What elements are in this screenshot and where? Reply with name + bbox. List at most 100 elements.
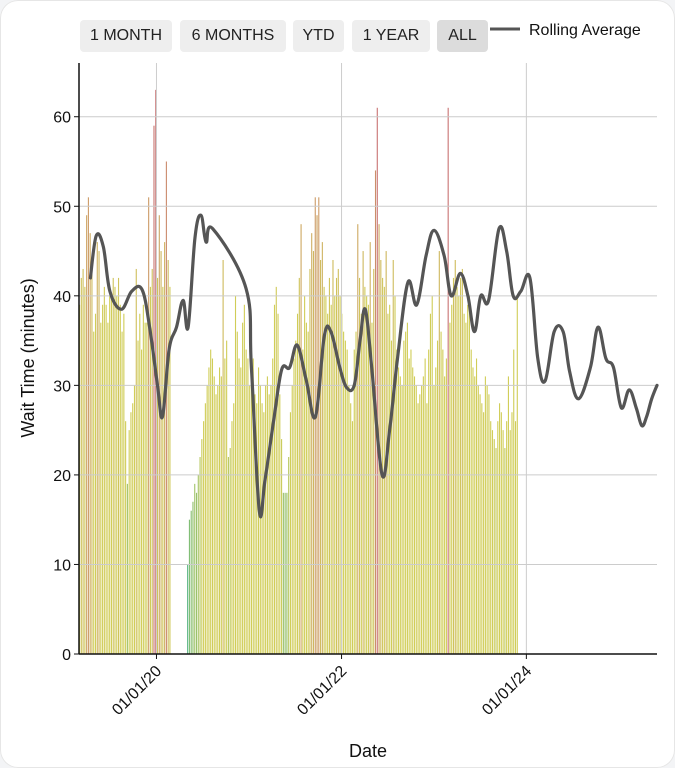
wait-time-bar[interactable] xyxy=(112,277,114,654)
wait-time-bar[interactable] xyxy=(107,322,109,654)
wait-time-bar[interactable] xyxy=(332,260,334,654)
wait-time-bar[interactable] xyxy=(398,367,400,654)
wait-time-bar[interactable] xyxy=(433,385,435,654)
legend[interactable]: Rolling Average xyxy=(490,22,641,39)
wait-time-bar[interactable] xyxy=(149,286,151,654)
wait-time-bar[interactable] xyxy=(128,430,130,654)
wait-time-bar[interactable] xyxy=(125,421,127,654)
wait-time-bar[interactable] xyxy=(328,277,330,654)
wait-time-bar[interactable] xyxy=(130,412,132,654)
wait-time-bar[interactable] xyxy=(86,215,88,655)
wait-time-bar[interactable] xyxy=(148,197,150,654)
wait-time-bar[interactable] xyxy=(121,331,123,654)
wait-time-bar[interactable] xyxy=(309,268,311,654)
wait-time-bar[interactable] xyxy=(428,349,430,654)
wait-time-bar[interactable] xyxy=(479,394,481,654)
wait-time-bar[interactable] xyxy=(293,358,295,655)
wait-time-bar[interactable] xyxy=(488,394,490,654)
wait-time-bar[interactable] xyxy=(417,403,419,654)
wait-time-bar[interactable] xyxy=(80,277,82,654)
wait-time-bar[interactable] xyxy=(187,564,189,654)
wait-time-bar[interactable] xyxy=(475,358,478,655)
wait-time-bar[interactable] xyxy=(117,277,120,654)
wait-time-bar[interactable] xyxy=(316,215,318,655)
wait-time-bar[interactable] xyxy=(373,268,375,654)
wait-time-bar[interactable] xyxy=(229,448,231,654)
wait-time-bar[interactable] xyxy=(268,394,270,654)
wait-time-bar[interactable] xyxy=(263,412,265,654)
wait-time-bar[interactable] xyxy=(240,367,242,654)
wait-time-bar[interactable] xyxy=(344,340,346,654)
wait-time-bar[interactable] xyxy=(277,313,279,654)
wait-time-bar[interactable] xyxy=(211,358,214,655)
wait-time-bar[interactable] xyxy=(96,242,98,654)
wait-time-bar[interactable] xyxy=(227,457,229,654)
wait-time-bar[interactable] xyxy=(226,340,228,654)
wait-time-bar[interactable] xyxy=(203,421,205,654)
wait-time-bar[interactable] xyxy=(302,349,304,654)
wait-time-bar[interactable] xyxy=(438,251,440,655)
wait-time-bar[interactable] xyxy=(364,286,366,654)
wait-time-bar[interactable] xyxy=(242,322,244,654)
wait-time-bar[interactable] xyxy=(442,349,444,654)
wait-time-bar[interactable] xyxy=(410,349,412,654)
wait-time-bar[interactable] xyxy=(114,286,116,654)
wait-time-bar[interactable] xyxy=(321,242,323,654)
wait-time-bar[interactable] xyxy=(261,403,263,654)
wait-time-bar[interactable] xyxy=(91,260,93,654)
wait-time-bar[interactable] xyxy=(249,385,251,654)
wait-time-bar[interactable] xyxy=(406,322,408,654)
wait-time-bar[interactable] xyxy=(146,322,148,654)
wait-time-bar[interactable] xyxy=(405,331,407,654)
wait-time-bar[interactable] xyxy=(337,268,339,654)
wait-time-bar[interactable] xyxy=(245,349,247,654)
range-button-1-month[interactable]: 1 MONTH xyxy=(80,20,172,52)
wait-time-bar[interactable] xyxy=(463,313,465,654)
wait-time-bar[interactable] xyxy=(250,376,253,654)
wait-time-bar[interactable] xyxy=(481,403,483,654)
wait-time-bar[interactable] xyxy=(266,376,268,654)
wait-time-bar[interactable] xyxy=(396,349,398,654)
wait-time-bar[interactable] xyxy=(224,358,226,655)
wait-time-bar[interactable] xyxy=(327,313,329,654)
wait-time-bar[interactable] xyxy=(506,421,508,654)
wait-time-bar[interactable] xyxy=(295,340,297,654)
wait-time-bar[interactable] xyxy=(470,349,472,654)
wait-time-bar[interactable] xyxy=(447,107,449,654)
wait-time-bar[interactable] xyxy=(215,394,217,654)
wait-time-bar[interactable] xyxy=(449,322,451,654)
wait-time-bar[interactable] xyxy=(300,224,302,654)
wait-time-bar[interactable] xyxy=(254,394,256,654)
wait-time-bar[interactable] xyxy=(403,340,405,654)
wait-time-bar[interactable] xyxy=(504,448,506,654)
range-button-all[interactable]: ALL xyxy=(437,20,488,52)
wait-time-bar[interactable] xyxy=(103,286,105,654)
range-button-6-months[interactable]: 6 MONTHS xyxy=(180,20,286,52)
wait-time-bar[interactable] xyxy=(105,304,107,654)
wait-time-bar[interactable] xyxy=(217,385,219,654)
wait-time-bar[interactable] xyxy=(165,161,167,655)
wait-time-bar[interactable] xyxy=(312,251,315,655)
wait-time-bar[interactable] xyxy=(256,403,258,654)
wait-time-bar[interactable] xyxy=(440,331,442,654)
wait-time-bar[interactable] xyxy=(376,107,378,654)
wait-time-bar[interactable] xyxy=(100,322,102,654)
wait-time-bar[interactable] xyxy=(87,197,89,654)
wait-time-bar[interactable] xyxy=(452,277,455,654)
wait-time-bar[interactable] xyxy=(491,430,494,654)
wait-time-bar[interactable] xyxy=(318,197,320,654)
wait-time-bar[interactable] xyxy=(93,331,95,654)
wait-time-bar[interactable] xyxy=(484,376,486,654)
wait-time-bar[interactable] xyxy=(199,457,201,654)
wait-time-bar[interactable] xyxy=(119,304,121,654)
wait-time-bar[interactable] xyxy=(359,277,361,654)
wait-time-bar[interactable] xyxy=(252,358,254,655)
wait-time-bar[interactable] xyxy=(144,322,146,654)
wait-time-bar[interactable] xyxy=(323,286,325,654)
wait-time-bar[interactable] xyxy=(399,376,401,654)
wait-time-bar[interactable] xyxy=(139,313,141,654)
wait-time-bar[interactable] xyxy=(288,457,290,654)
wait-time-bar[interactable] xyxy=(206,385,208,654)
wait-time-bar[interactable] xyxy=(164,242,166,654)
wait-time-bar[interactable] xyxy=(82,268,84,654)
